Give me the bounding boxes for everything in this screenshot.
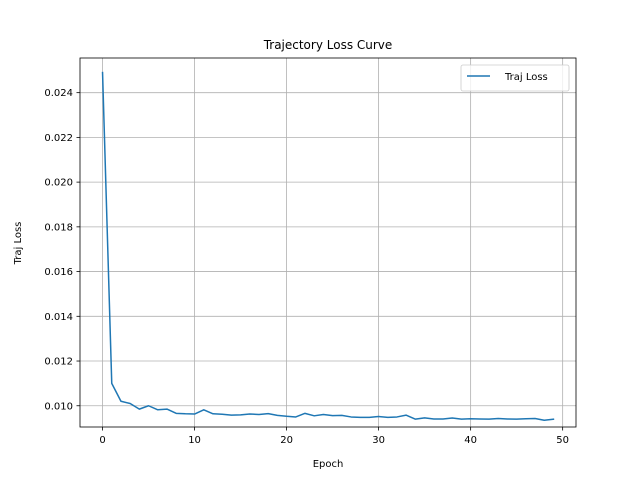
data-point <box>451 417 453 419</box>
data-point <box>525 418 527 420</box>
data-point <box>479 418 481 420</box>
data-point <box>423 417 425 419</box>
data-point <box>331 414 333 416</box>
data-point <box>101 71 103 73</box>
x-tick-label: 20 <box>280 435 293 446</box>
data-point <box>387 416 389 418</box>
y-tick-label: 0.014 <box>44 312 73 323</box>
data-point <box>157 409 159 411</box>
x-tick-label: 40 <box>464 435 477 446</box>
grid-lines <box>80 58 576 427</box>
x-tick-label: 10 <box>188 435 201 446</box>
data-point <box>129 402 131 404</box>
data-point <box>147 405 149 407</box>
data-point <box>138 408 140 410</box>
data-point <box>258 413 260 415</box>
axis-ticks: 0 10 20 30 40 50 0.010 0.012 0.014 0.016 0.018 0.02… <box>44 88 569 446</box>
data-point <box>497 417 499 419</box>
data-point <box>469 418 471 420</box>
data-point <box>396 416 398 418</box>
data-point <box>377 415 379 417</box>
data-point <box>212 413 214 415</box>
data-point <box>193 413 195 415</box>
x-tick-label: 50 <box>556 435 569 446</box>
y-tick-label: 0.016 <box>44 267 73 278</box>
legend-box <box>460 64 570 92</box>
data-point <box>359 416 361 418</box>
data-point <box>184 413 186 415</box>
data-point <box>166 408 168 410</box>
data-point <box>543 419 545 421</box>
data-point <box>442 418 444 420</box>
data-point <box>285 415 287 417</box>
data-point <box>322 413 324 415</box>
data-point <box>276 414 278 416</box>
data-point <box>249 413 251 415</box>
data-point <box>111 382 113 384</box>
x-axis-label: Epoch <box>313 459 344 470</box>
data-point <box>230 414 232 416</box>
data-point <box>175 412 177 414</box>
y-tick-label: 0.018 <box>44 222 73 233</box>
data-point <box>534 417 536 419</box>
series-line-traj-loss <box>101 71 555 422</box>
data-point <box>405 414 407 416</box>
data-point <box>460 418 462 420</box>
data-point <box>506 418 508 420</box>
data-point <box>304 412 306 414</box>
x-tick-label: 30 <box>372 435 385 446</box>
legend: Traj Loss <box>460 64 570 92</box>
data-point <box>221 413 223 415</box>
data-point <box>341 414 343 416</box>
y-axis-label: Traj Loss <box>13 222 24 266</box>
data-point <box>267 412 269 414</box>
series-layer <box>101 71 555 422</box>
y-tick-label: 0.012 <box>44 357 73 368</box>
data-point <box>488 418 490 420</box>
data-point <box>120 400 122 402</box>
data-point <box>368 416 370 418</box>
data-point <box>239 414 241 416</box>
data-point <box>552 418 554 420</box>
data-point <box>433 418 435 420</box>
y-tick-label: 0.010 <box>44 401 73 412</box>
plot-area-frame <box>79 57 577 428</box>
data-point <box>313 415 315 417</box>
data-point <box>295 416 297 418</box>
x-tick-label: 0 <box>99 435 105 446</box>
data-point <box>203 409 205 411</box>
y-tick-label: 0.020 <box>44 178 73 189</box>
y-tick-label: 0.022 <box>44 133 73 144</box>
chart-title: Trajectory Loss Curve <box>263 38 393 52</box>
data-point <box>350 416 352 418</box>
data-point <box>515 418 517 420</box>
legend-label-traj-loss: Traj Loss <box>504 72 548 83</box>
data-point <box>414 418 416 420</box>
y-tick-label: 0.024 <box>44 88 73 99</box>
